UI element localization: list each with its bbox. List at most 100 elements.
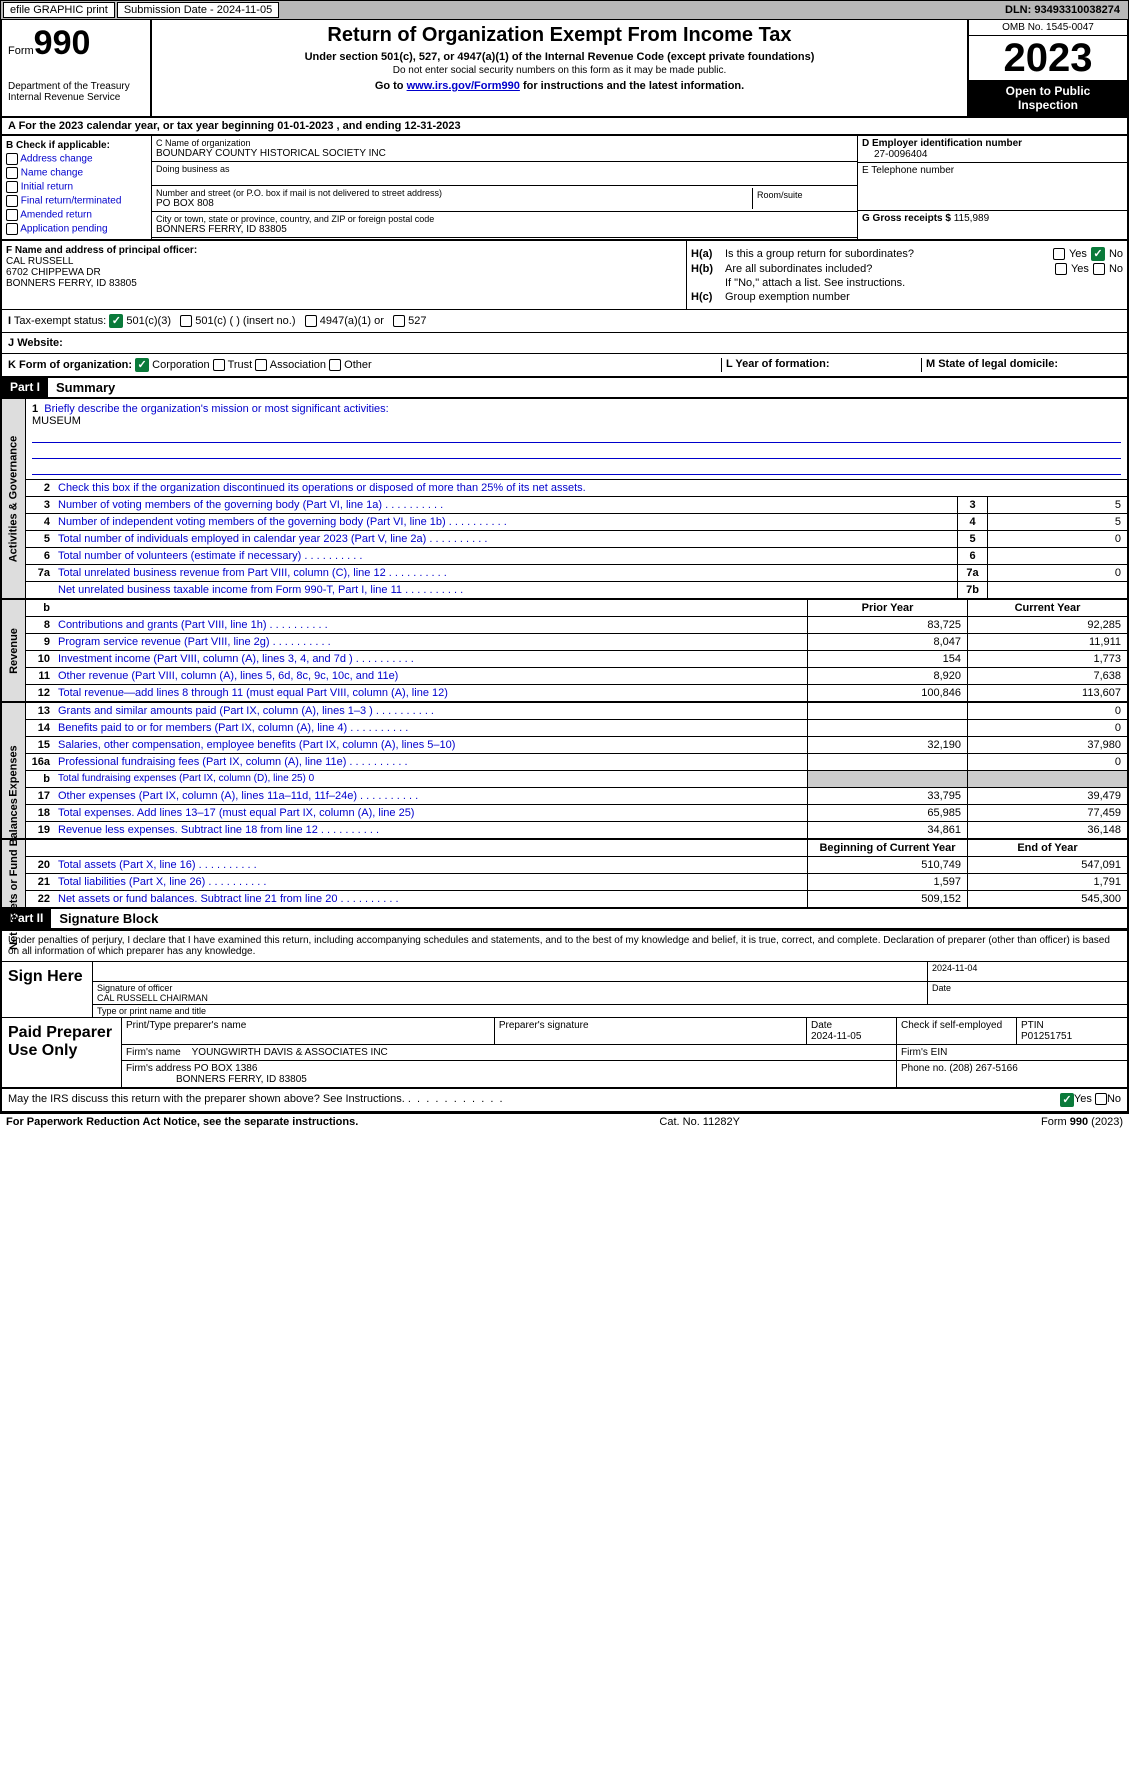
line6-desc: Total number of volunteers (estimate if … [58,550,301,562]
part2-header-row: Part II Signature Block [0,909,1129,930]
mission-label: Briefly describe the organization's miss… [44,403,388,415]
type-name-label: Type or print name and title [97,1006,206,1016]
discuss-no[interactable] [1095,1093,1107,1105]
top-bar: efile GRAPHIC print Submission Date - 20… [0,0,1129,20]
rev-b: b [26,600,54,616]
check-app-pending[interactable]: Application pending [6,223,147,235]
ein-value: 27-0096404 [862,149,1123,160]
line20-curr: 547,091 [967,857,1127,873]
line10-desc: Investment income (Part VIII, column (A)… [58,653,353,665]
sign-date: 2024-11-04 [932,963,977,973]
line18-desc: Total expenses. Add lines 13–17 (must eq… [58,807,414,819]
check-amended-return[interactable]: Amended return [6,209,147,221]
check-4947[interactable] [305,315,317,327]
hb-label: H(b) [691,263,721,275]
line14-prior [807,720,967,736]
if-no-text: If "No," attach a list. See instructions… [725,277,905,289]
line18-prior: 65,985 [807,805,967,821]
box-d-g: D Employer identification number 27-0096… [857,136,1127,239]
line4-desc: Number of independent voting members of … [58,516,446,528]
tax-year: 2023 [969,36,1127,80]
omb-number: OMB No. 1545-0047 [969,20,1127,36]
form-header: Form990 Department of the Treasury Inter… [0,20,1129,118]
firm-addr2: BONNERS FERRY, ID 83805 [176,1074,307,1085]
line7a-val: 0 [987,565,1127,581]
hb-text: Are all subordinates included? [725,263,1051,275]
period-end: , and ending 12-31-2023 [337,120,461,132]
prep-sig-label: Preparer's signature [499,1020,589,1031]
check-other[interactable] [329,359,341,371]
period-begin: A For the 2023 calendar year, or tax yea… [8,120,333,132]
line8-prior: 83,725 [807,617,967,633]
check-501c3[interactable]: ✓ [109,314,123,328]
officer-addr1: 6702 CHIPPEWA DR [6,267,682,278]
entity-info-block: B Check if applicable: Address change Na… [0,136,1129,241]
line21-curr: 1,791 [967,874,1127,890]
line10-curr: 1,773 [967,651,1127,667]
activities-governance-section: Activities & Governance 1 Briefly descri… [0,399,1129,600]
line22-desc: Net assets or fund balances. Subtract li… [58,893,337,905]
check-name-change[interactable]: Name change [6,167,147,179]
check-assoc[interactable] [255,359,267,371]
dept-treasury: Department of the Treasury [8,81,144,92]
mission-text: MUSEUM [32,415,1121,427]
4947-label: 4947(a)(1) or [320,315,384,327]
check-501c[interactable] [180,315,192,327]
check-final-return[interactable]: Final return/terminated [6,195,147,207]
ssn-note: Do not enter social security numbers on … [158,65,961,76]
officer-name-title: CAL RUSSELL CHAIRMAN [97,993,208,1003]
part1-label: Part I [2,378,48,397]
line13-desc: Grants and similar amounts paid (Part IX… [58,705,373,717]
line3-desc: Number of voting members of the governin… [58,499,382,511]
vtab-netassets: Net Assets or Fund Balances [8,798,20,950]
line18-curr: 77,459 [967,805,1127,821]
firm-name-label: Firm's name [126,1047,181,1058]
box-b-head: B Check if applicable: [6,140,147,151]
line17-curr: 39,479 [967,788,1127,804]
check-address-change[interactable]: Address change [6,153,147,165]
line12-prior: 100,846 [807,685,967,701]
ha-no[interactable]: ✓ [1091,247,1105,261]
line5-desc: Total number of individuals employed in … [58,533,426,545]
line8-curr: 92,285 [967,617,1127,633]
line8-desc: Contributions and grants (Part VIII, lin… [58,619,267,631]
line7a-desc: Total unrelated business revenue from Pa… [58,567,386,579]
check-527[interactable] [393,315,405,327]
part1-header-row: Part I Summary [0,378,1129,399]
check-corp[interactable]: ✓ [135,358,149,372]
form-org-label: K Form of organization: [8,359,132,371]
room-label: Room/suite [757,190,849,200]
line22-curr: 545,300 [967,891,1127,907]
prep-date-label: Date [811,1020,832,1031]
dln: DLN: 93493310038274 [1005,4,1128,16]
form-label: Form [8,45,34,57]
vtab-revenue: Revenue [8,628,20,674]
form990-link[interactable]: www.irs.gov/Form990 [407,80,520,92]
gross-receipts-value: 115,989 [954,213,989,224]
sign-here-label: Sign Here [2,962,92,1017]
ein-label: D Employer identification number [862,138,1123,149]
line21-desc: Total liabilities (Part X, line 26) [58,876,205,888]
hb-yes[interactable] [1055,263,1067,275]
efile-label[interactable]: efile GRAPHIC print [3,2,115,18]
firm-addr1: PO BOX 1386 [194,1063,257,1074]
current-year-head: Current Year [967,600,1127,616]
line14-curr: 0 [967,720,1127,736]
line13-prior [807,703,967,719]
open-to-public: Open to Public Inspection [969,80,1127,116]
sig-date-label: Date [932,983,951,993]
line21-prior: 1,597 [807,874,967,890]
check-initial-return[interactable]: Initial return [6,181,147,193]
org-name-label: C Name of organization [156,138,853,148]
ha-yes[interactable] [1053,248,1065,260]
may-discuss-row: May the IRS discuss this return with the… [0,1089,1129,1113]
hb-no[interactable] [1093,263,1105,275]
phone-label: E Telephone number [862,165,1123,176]
ptin-label: PTIN [1021,1020,1044,1031]
discuss-yes[interactable]: ✓ [1060,1093,1074,1107]
dba-label: Doing business as [156,164,853,174]
line11-curr: 7,638 [967,668,1127,684]
begin-year-head: Beginning of Current Year [807,840,967,856]
check-trust[interactable] [213,359,225,371]
cat-no: Cat. No. 11282Y [659,1116,740,1128]
